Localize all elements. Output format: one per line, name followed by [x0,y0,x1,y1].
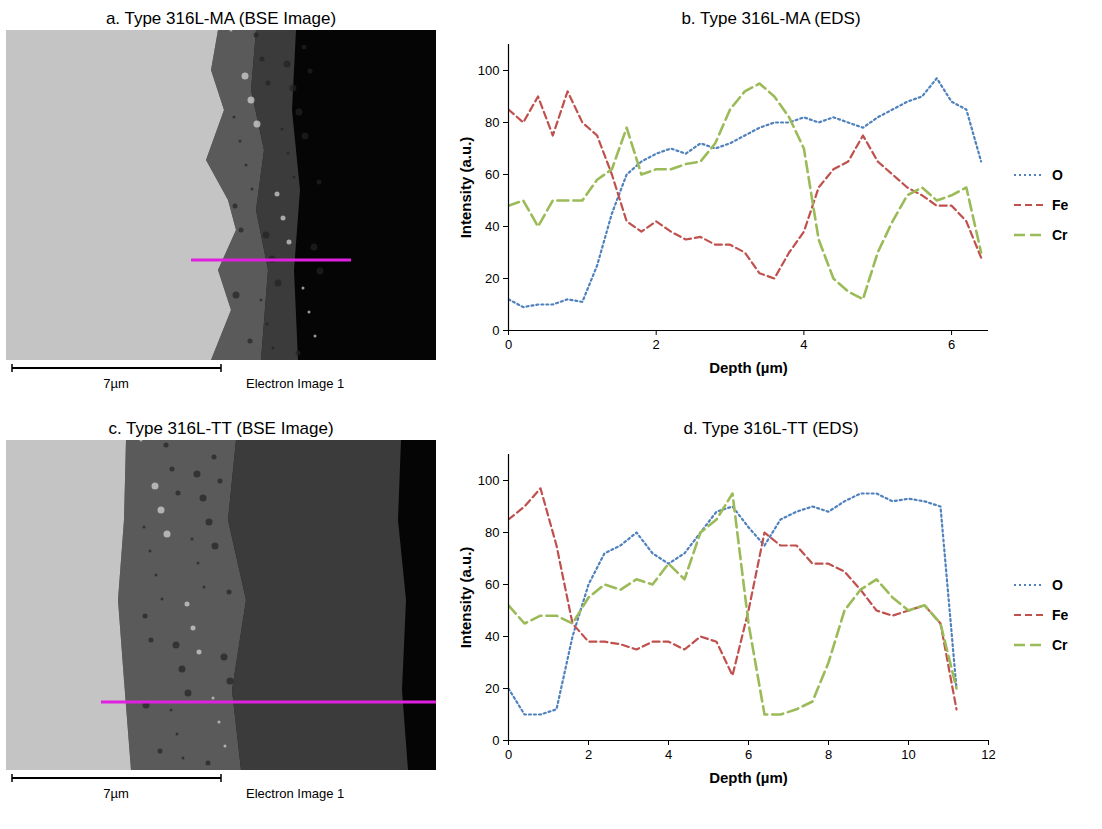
svg-text:20: 20 [485,681,499,696]
svg-text:100: 100 [478,63,500,78]
svg-text:0: 0 [492,733,499,748]
html-text:O: O [1052,167,1063,183]
svg-text:0: 0 [492,323,499,338]
svg-text:Intensity (a.u.): Intensity (a.u.) [457,137,474,239]
svg-text:10: 10 [901,747,915,762]
html-text:Fe: Fe [1052,197,1069,213]
svg-text:Depth (µm): Depth (µm) [709,359,788,376]
svg-text:40: 40 [485,219,499,234]
svg-text:80: 80 [485,525,499,540]
svg-text:100: 100 [478,473,500,488]
svg-text:7µm: 7µm [103,786,129,801]
svg-text:Electron Image 1: Electron Image 1 [246,376,344,391]
html-text:c. Type 316L-TT (BSE Image): c. Type 316L-TT (BSE Image) [108,419,334,438]
html-text:Cr: Cr [1052,227,1068,243]
html-text:b. Type 316L-MA (EDS): b. Type 316L-MA (EDS) [681,9,861,28]
svg-text:20: 20 [485,271,499,286]
svg-text:Depth (µm): Depth (µm) [709,769,788,786]
svg-text:0: 0 [505,747,512,762]
html-text:O: O [1052,577,1063,593]
svg-text:40: 40 [485,629,499,644]
svg-text:2: 2 [653,337,660,352]
svg-text:60: 60 [485,167,499,182]
html-text:a. Type 316L-MA (BSE Image): a. Type 316L-MA (BSE Image) [105,9,337,28]
svg-text:6: 6 [745,747,752,762]
html-text:d. Type 316L-TT (EDS): d. Type 316L-TT (EDS) [683,419,859,438]
html-text:Cr: Cr [1052,637,1068,653]
svg-text:2: 2 [585,747,592,762]
svg-text:12: 12 [981,747,995,762]
svg-text:4: 4 [800,337,807,352]
svg-text:Electron Image 1: Electron Image 1 [246,786,344,801]
svg-text:0: 0 [505,337,512,352]
svg-text:7µm: 7µm [103,376,129,391]
svg-text:4: 4 [665,747,672,762]
html-text:Fe: Fe [1052,607,1069,623]
svg-text:80: 80 [485,115,499,130]
svg-text:Intensity (a.u.): Intensity (a.u.) [457,547,474,649]
svg-text:60: 60 [485,577,499,592]
svg-text:6: 6 [948,337,955,352]
svg-text:8: 8 [825,747,832,762]
